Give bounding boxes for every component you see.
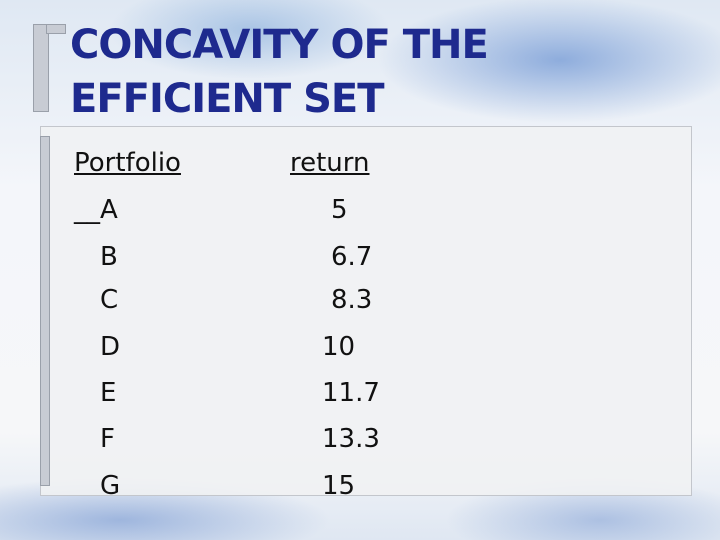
return: 15 [322,471,356,501]
portfolio: __A [74,195,118,225]
portfolio: F [100,424,115,454]
return: 6.7 [331,242,373,272]
return: 10 [322,332,356,362]
portfolio: C [100,285,119,315]
title-bracket [33,24,49,112]
header: Portfolio [74,148,181,178]
return: 8.3 [331,285,373,315]
return: 11.7 [322,378,380,408]
portfolio: D [100,332,121,362]
title-bracket [46,24,66,34]
title: EFFICIENT SET [70,76,385,122]
panel-bar [40,136,50,486]
content-panel [40,126,692,496]
return: 13.3 [322,424,380,454]
portfolio: G [100,471,121,501]
portfolio: E [100,378,117,408]
title: CONCAVITY OF THE [70,22,489,68]
portfolio: B [100,242,118,272]
return: 5 [331,195,348,225]
header: return [290,148,370,178]
